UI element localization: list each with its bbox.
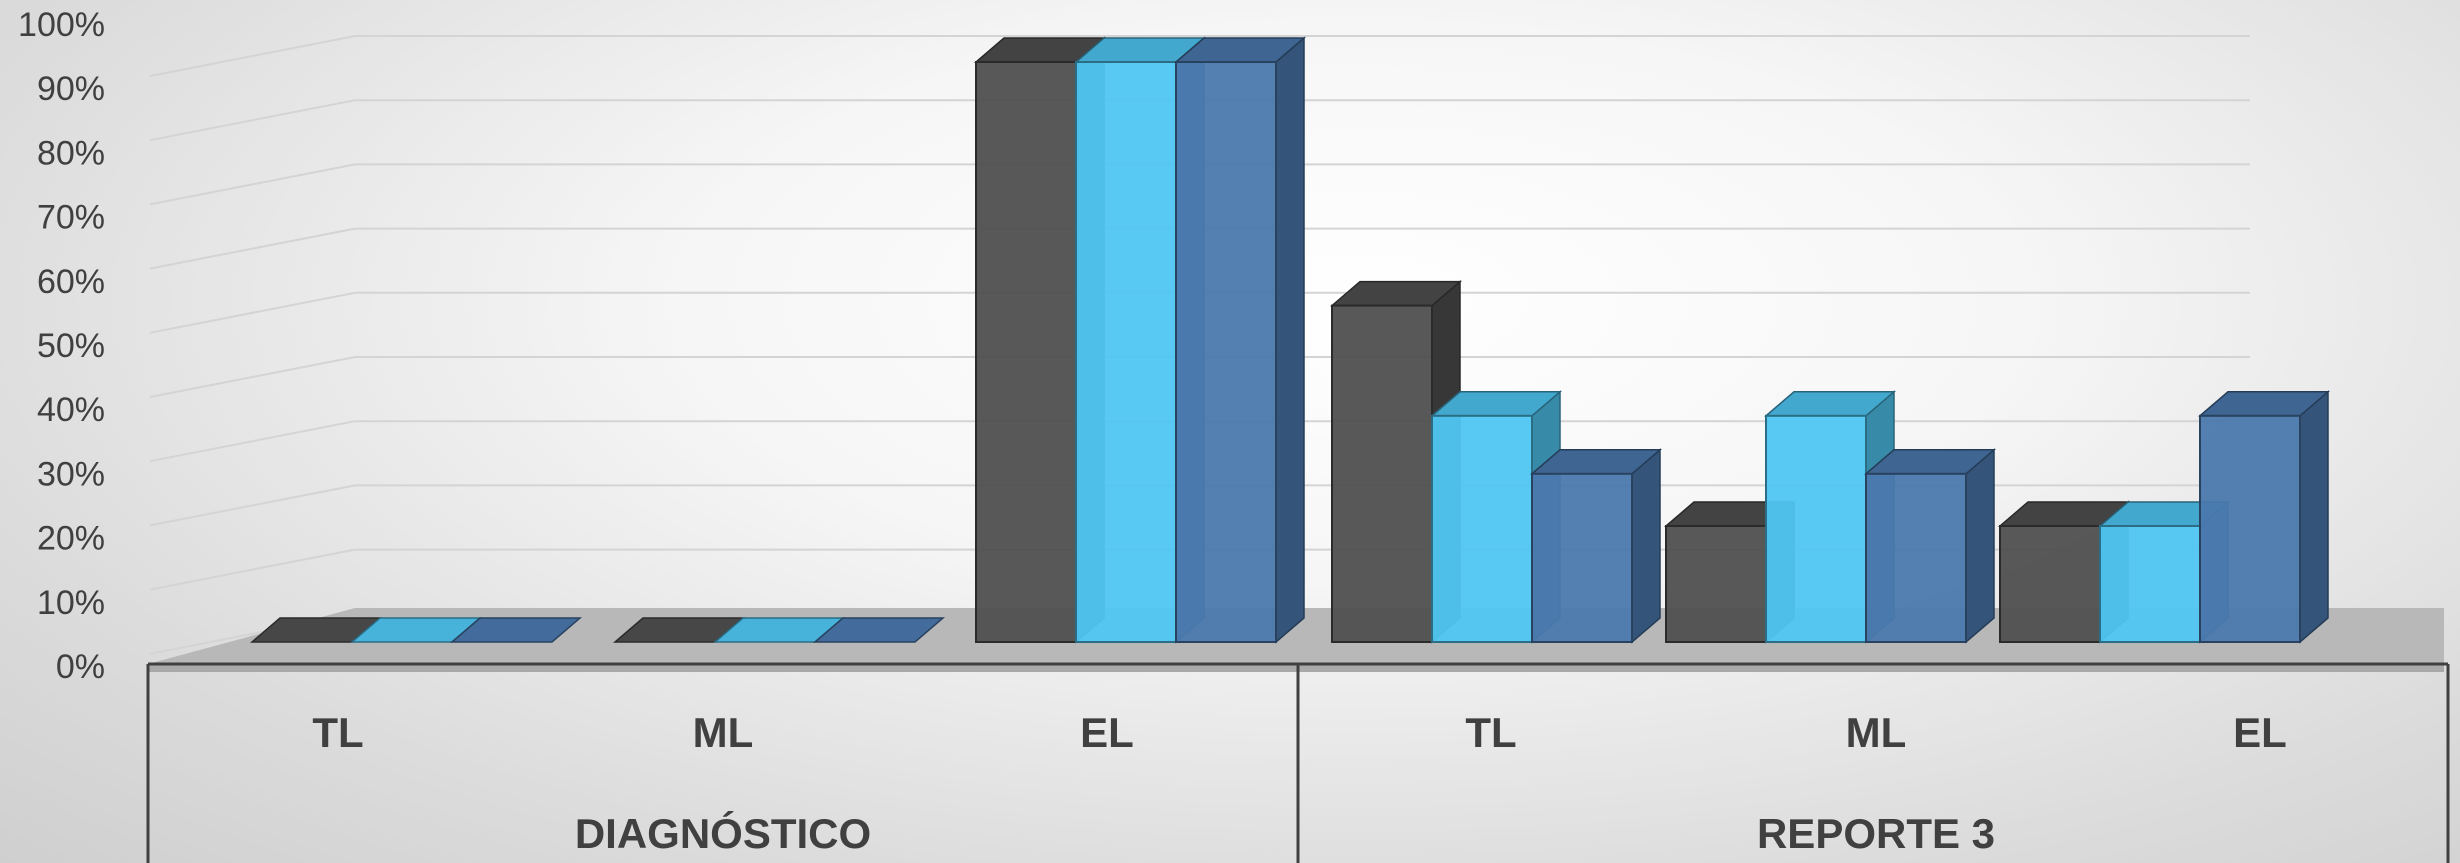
bar-front (2099, 525, 2201, 643)
gridline-side (149, 227, 356, 270)
bar (1173, 36, 1307, 644)
gridline-side (149, 356, 356, 398)
group-label: DIAGNÓSTICO (575, 809, 871, 857)
y-tick-label: 10% (37, 584, 105, 622)
category-label: TL (312, 709, 363, 756)
bar-side (1631, 448, 1661, 644)
gridline-side (149, 484, 356, 527)
bar-top (812, 617, 946, 643)
gridline-side (149, 548, 356, 591)
bar-front (1075, 61, 1177, 643)
category-label: EL (1080, 709, 1134, 756)
category-label: ML (1846, 709, 1907, 756)
y-tick-label: 80% (37, 134, 105, 172)
bar-front (1765, 414, 1867, 643)
gridline-side (149, 420, 356, 463)
category-label: TL (1465, 709, 1516, 756)
bar-front (1665, 525, 1767, 643)
bar-front (975, 61, 1077, 643)
y-tick-label: 50% (37, 327, 105, 365)
bar (449, 617, 583, 643)
bar-front (1999, 525, 2101, 643)
x-axis: TL ML EL DIAGNÓSTICO TL ML EL REPORTE 3 (146, 662, 2450, 863)
gridline-side (149, 291, 356, 334)
bar (1863, 448, 1997, 644)
group-label: REPORTE 3 (1757, 810, 1995, 857)
y-tick-label: 100% (18, 6, 105, 44)
gridline-side (149, 35, 356, 77)
y-tick-label: 90% (37, 70, 105, 108)
bars (249, 36, 2331, 644)
y-axis: 0% 10% 20% 30% 40% 50% 60% 70% 80% 90% 100% (18, 6, 105, 686)
gridline-side (149, 99, 356, 142)
y-tick-label: 40% (37, 391, 105, 429)
y-tick-label: 60% (37, 263, 105, 301)
y-tick-label: 0% (56, 648, 105, 686)
bar-front (1531, 472, 1633, 643)
bar-front (1865, 472, 1967, 643)
bar-side (1965, 448, 1995, 644)
bar-front (1431, 414, 1533, 643)
bar-front (1175, 61, 1277, 643)
y-tick-label: 70% (37, 199, 105, 237)
floor-edge (148, 664, 2444, 672)
gridline-side (149, 163, 356, 206)
category-label: EL (2233, 709, 2287, 756)
bar-front (1331, 304, 1433, 643)
bar-top (449, 617, 583, 643)
bar-front (2199, 414, 2301, 643)
bar (1529, 448, 1663, 644)
y-tick-label: 20% (37, 520, 105, 558)
bar-side (2299, 390, 2329, 644)
category-label: ML (693, 709, 754, 756)
bar-side (1275, 36, 1305, 644)
bar (1997, 500, 2131, 644)
y-tick-label: 30% (37, 455, 105, 493)
bar (812, 617, 946, 643)
bar (2197, 390, 2331, 644)
